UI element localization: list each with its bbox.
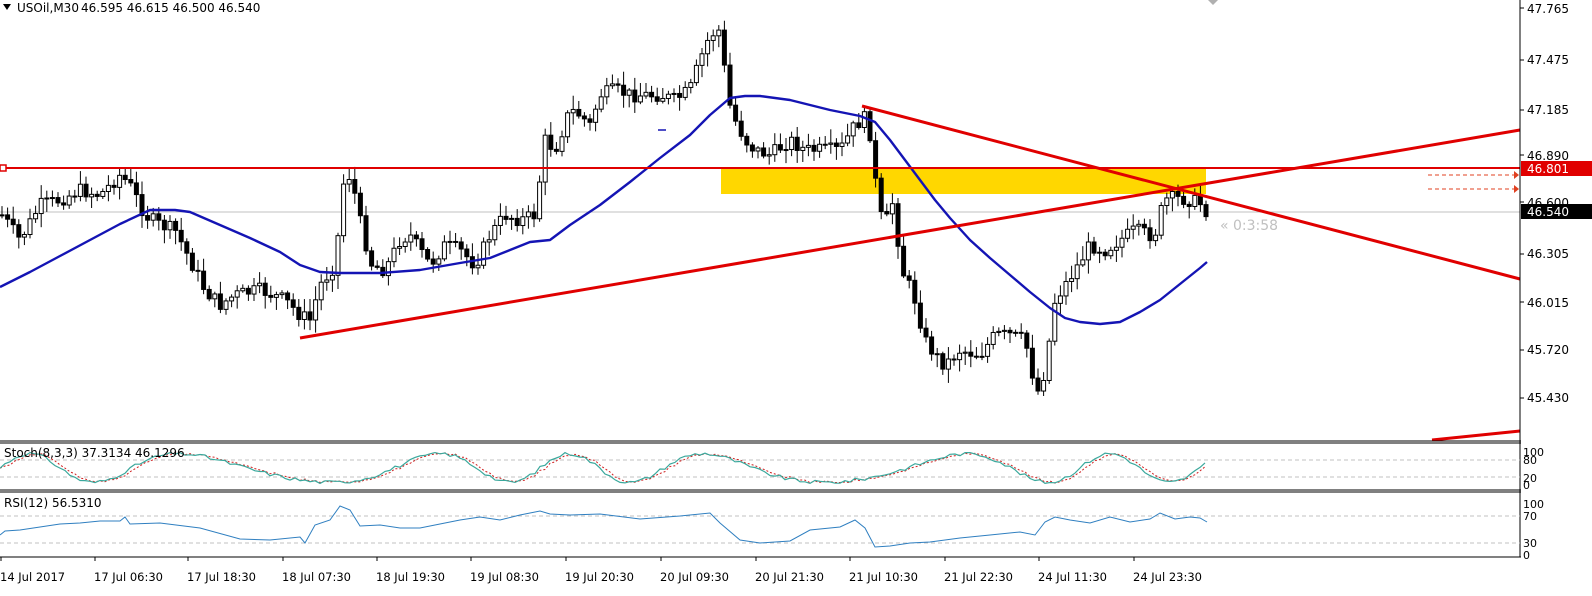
line-anchor-handle[interactable] [0, 164, 7, 172]
time-label: 21 Jul 22:30 [944, 570, 1013, 584]
time-label: 24 Jul 23:30 [1133, 570, 1202, 584]
time-label: 20 Jul 09:30 [660, 570, 729, 584]
stoch-tick: 20 [1523, 472, 1537, 485]
candlesticks [0, 20, 1209, 396]
supply-zone[interactable] [721, 169, 1206, 194]
price-tick: 47.475 [1527, 53, 1569, 67]
rsi-tick: 100 [1523, 498, 1544, 511]
triangle-down-icon[interactable] [3, 4, 11, 10]
arrow-right-icon [1514, 185, 1519, 193]
horizontal-line-price-text: 46.801 [1527, 162, 1569, 176]
rsi-tick: 70 [1523, 510, 1537, 523]
price-tick: 46.890 [1527, 149, 1569, 163]
time-label: 14 Jul 2017 [0, 570, 65, 584]
stochastic-panel[interactable]: Stoch(8,3,3) 37.3134 46.1296 100 80 20 0 [0, 446, 1544, 492]
time-axis[interactable]: 14 Jul 2017 17 Jul 06:30 17 Jul 18:30 18… [0, 557, 1202, 584]
moving-average-line[interactable] [0, 94, 1208, 326]
lower-trendline-fragment[interactable] [1431, 429, 1521, 442]
time-label: 18 Jul 07:30 [282, 570, 351, 584]
stoch-tick: 100 [1523, 446, 1544, 459]
price-tick: 47.185 [1527, 103, 1569, 117]
rsi-title: RSI(12) 56.5310 [4, 496, 102, 510]
symbol-timeframe: USOil,M30 [17, 1, 79, 15]
ascending-trendline[interactable] [299, 128, 1521, 340]
scroll-marker-icon[interactable] [1208, 0, 1218, 5]
stoch-title: Stoch(8,3,3) 37.3134 46.1296 [4, 446, 185, 460]
price-tick: 46.015 [1527, 296, 1569, 310]
rsi-panel[interactable]: RSI(12) 56.5310 100 70 30 0 [0, 496, 1544, 562]
time-label: 17 Jul 18:30 [187, 570, 256, 584]
stoch-signal-line [0, 452, 1206, 484]
price-tick: 46.305 [1527, 247, 1569, 261]
time-label: 24 Jul 11:30 [1038, 570, 1107, 584]
arrow-right-icon [1514, 171, 1519, 179]
time-label: 17 Jul 06:30 [94, 570, 163, 584]
time-label: 18 Jul 19:30 [376, 570, 445, 584]
price-tick: 45.430 [1527, 391, 1569, 405]
rsi-tick: 0 [1523, 549, 1530, 562]
bar-countdown: « 0:3:58 [1220, 218, 1278, 234]
rsi-tick: 30 [1523, 537, 1537, 550]
stoch-tick: 80 [1523, 454, 1537, 467]
time-label: 21 Jul 10:30 [849, 570, 918, 584]
current-price-label [1521, 204, 1592, 219]
ohlc-values: 46.595 46.615 46.500 46.540 [81, 1, 260, 15]
current-price-text: 46.540 [1527, 205, 1569, 219]
horizontal-line-price-label [1521, 161, 1592, 176]
price-axis[interactable]: 47.765 47.475 47.185 46.890 46.600 46.30… [1520, 2, 1569, 405]
time-label: 19 Jul 20:30 [565, 570, 634, 584]
descending-trendline[interactable] [861, 104, 1521, 281]
time-label: 19 Jul 08:30 [470, 570, 539, 584]
time-label: 20 Jul 21:30 [755, 570, 824, 584]
stoch-tick: 0 [1523, 479, 1530, 492]
price-tick: 47.765 [1527, 2, 1569, 16]
stoch-main-line [0, 451, 1206, 485]
rsi-line [0, 505, 1208, 548]
price-tick: 45.720 [1527, 343, 1569, 357]
